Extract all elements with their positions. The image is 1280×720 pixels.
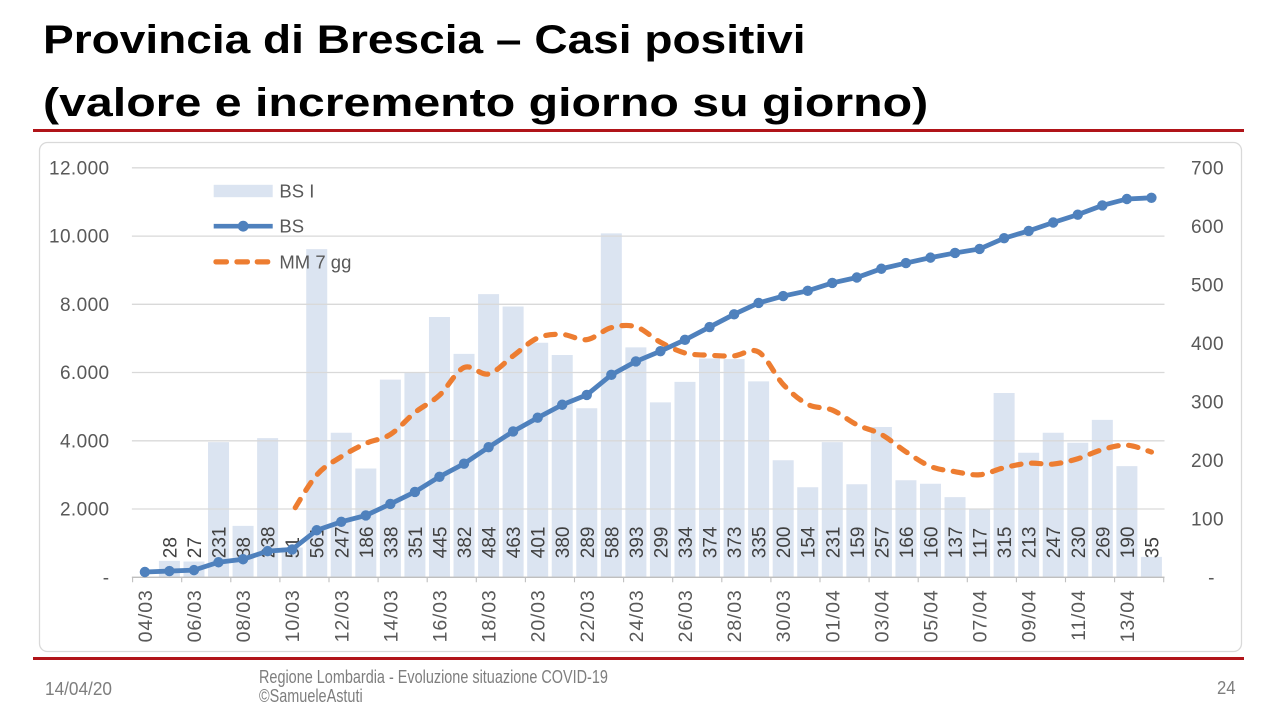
svg-text:30/03: 30/03 — [773, 590, 795, 643]
svg-text:257: 257 — [872, 526, 893, 558]
svg-text:-: - — [103, 568, 110, 589]
svg-text:MM 7 gg: MM 7 gg — [279, 251, 351, 272]
svg-text:338: 338 — [381, 526, 402, 558]
svg-text:26/03: 26/03 — [675, 590, 697, 643]
svg-text:10/03: 10/03 — [282, 590, 304, 643]
svg-text:484: 484 — [480, 526, 501, 558]
svg-text:445: 445 — [430, 526, 451, 558]
svg-text:28: 28 — [160, 537, 181, 558]
svg-text:8.000: 8.000 — [60, 295, 110, 316]
svg-text:4.000: 4.000 — [60, 431, 110, 452]
svg-text:380: 380 — [553, 526, 574, 558]
svg-text:159: 159 — [848, 526, 869, 558]
svg-text:500: 500 — [1191, 275, 1224, 296]
svg-text:247: 247 — [332, 526, 353, 558]
svg-text:166: 166 — [897, 526, 918, 558]
svg-text:22/03: 22/03 — [577, 590, 599, 643]
svg-text:315: 315 — [995, 526, 1016, 558]
svg-text:393: 393 — [627, 526, 648, 558]
svg-text:230: 230 — [1069, 526, 1090, 558]
svg-text:160: 160 — [921, 526, 942, 558]
svg-text:463: 463 — [504, 526, 525, 558]
svg-text:BS I: BS I — [279, 180, 314, 201]
svg-text:18/03: 18/03 — [479, 590, 501, 643]
svg-text:200: 200 — [1191, 451, 1224, 472]
svg-text:100: 100 — [1191, 509, 1224, 530]
svg-text:269: 269 — [1093, 526, 1114, 558]
svg-text:600: 600 — [1191, 217, 1224, 238]
svg-text:2.000: 2.000 — [60, 500, 110, 521]
svg-text:373: 373 — [725, 526, 746, 558]
svg-text:12/03: 12/03 — [331, 590, 353, 643]
svg-text:05/04: 05/04 — [920, 590, 942, 643]
svg-text:247: 247 — [1044, 526, 1065, 558]
svg-text:03/04: 03/04 — [871, 590, 893, 643]
svg-text:08/03: 08/03 — [233, 590, 255, 643]
svg-text:01/04: 01/04 — [822, 590, 844, 643]
svg-text:12.000: 12.000 — [49, 158, 110, 179]
svg-text:335: 335 — [750, 526, 771, 558]
svg-text:24/03: 24/03 — [626, 590, 648, 643]
svg-text:35: 35 — [1142, 537, 1163, 558]
svg-text:04/03: 04/03 — [135, 590, 157, 643]
svg-text:200: 200 — [774, 526, 795, 558]
svg-text:BS: BS — [279, 216, 304, 237]
svg-text:401: 401 — [529, 526, 550, 558]
svg-text:382: 382 — [455, 526, 476, 558]
svg-text:351: 351 — [406, 526, 427, 558]
svg-text:-: - — [1208, 568, 1215, 589]
svg-text:700: 700 — [1191, 158, 1224, 179]
svg-text:16/03: 16/03 — [429, 590, 451, 643]
svg-text:213: 213 — [1020, 526, 1041, 558]
svg-text:137: 137 — [946, 526, 967, 558]
svg-text:190: 190 — [1118, 526, 1139, 558]
svg-text:07/04: 07/04 — [970, 590, 992, 643]
svg-text:186: 186 — [357, 526, 378, 558]
svg-text:300: 300 — [1191, 392, 1224, 413]
svg-text:27: 27 — [185, 537, 206, 558]
svg-text:154: 154 — [799, 526, 820, 558]
svg-text:117: 117 — [971, 528, 992, 558]
svg-text:334: 334 — [676, 526, 697, 558]
svg-text:11/04: 11/04 — [1068, 590, 1090, 641]
svg-text:88: 88 — [234, 537, 255, 558]
svg-text:6.000: 6.000 — [60, 363, 110, 384]
svg-text:299: 299 — [651, 526, 672, 558]
svg-text:231: 231 — [210, 526, 231, 558]
svg-text:20/03: 20/03 — [528, 590, 550, 643]
svg-text:231: 231 — [823, 526, 844, 558]
svg-text:14/03: 14/03 — [380, 590, 402, 643]
svg-text:13/04: 13/04 — [1117, 590, 1139, 643]
svg-text:289: 289 — [578, 526, 599, 558]
svg-text:28/03: 28/03 — [724, 590, 746, 643]
svg-text:400: 400 — [1191, 334, 1224, 355]
svg-text:06/03: 06/03 — [184, 590, 206, 643]
svg-text:09/04: 09/04 — [1019, 590, 1041, 643]
svg-text:10.000: 10.000 — [49, 227, 110, 248]
svg-text:588: 588 — [602, 526, 623, 558]
svg-text:374: 374 — [701, 526, 722, 558]
